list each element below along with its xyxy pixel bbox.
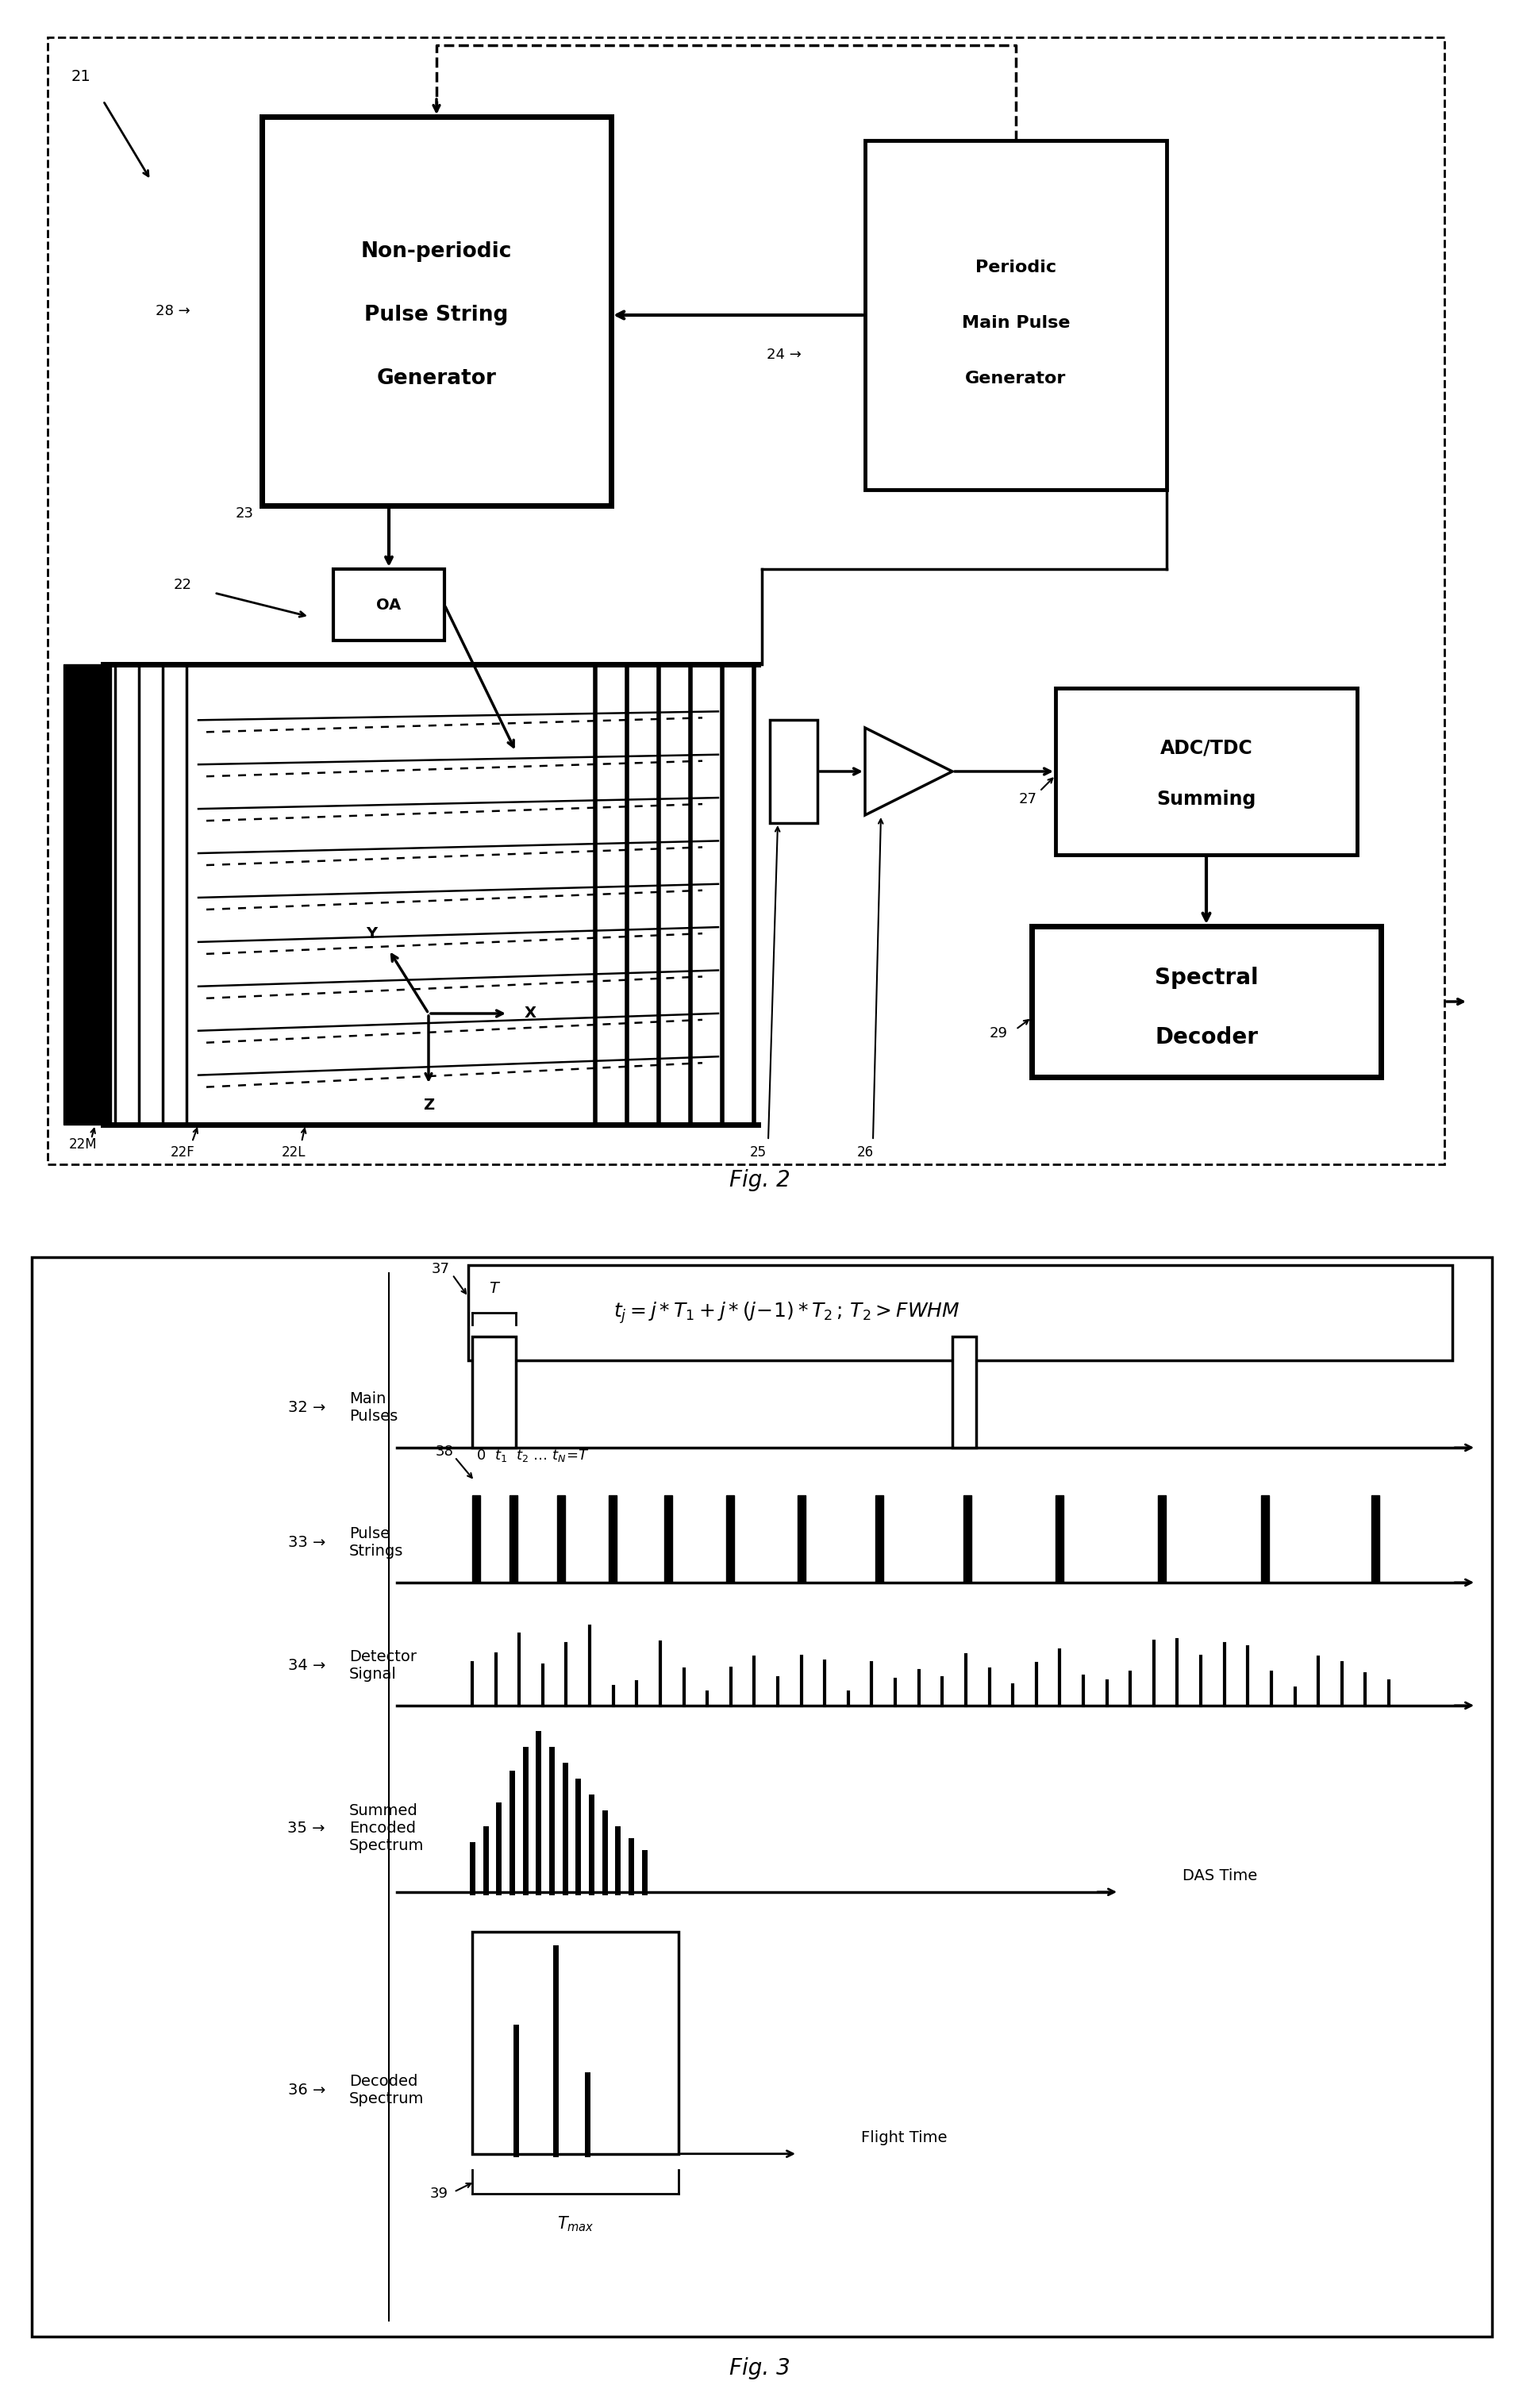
Text: T: T: [489, 1281, 498, 1296]
Text: 29: 29: [990, 1026, 1009, 1040]
Text: Non-periodic: Non-periodic: [362, 241, 512, 262]
Text: Summed
Encoded
Spectrum: Summed Encoded Spectrum: [349, 1804, 424, 1854]
Bar: [472, 1931, 679, 2153]
Bar: [472, 1495, 480, 1582]
Text: Main Pulse: Main Pulse: [962, 315, 1069, 330]
Text: 37: 37: [431, 1262, 450, 1276]
Text: Generator: Generator: [965, 371, 1066, 388]
Bar: [468, 1264, 1452, 1361]
Text: Decoded
Spectrum: Decoded Spectrum: [349, 2073, 424, 2107]
Text: Pulse String: Pulse String: [365, 306, 509, 325]
Bar: [726, 1495, 734, 1582]
Text: 27: 27: [1019, 792, 1037, 807]
Bar: [770, 720, 817, 824]
Bar: [797, 1495, 805, 1582]
Text: 39: 39: [430, 2186, 448, 2201]
Text: Generator: Generator: [377, 368, 497, 390]
Text: Main
Pulses: Main Pulses: [349, 1392, 398, 1423]
Text: $t_j = j*T_1 + j*(j\!-\!1)*T_2\,;\,T_2 > FWHM$: $t_j = j*T_1 + j*(j\!-\!1)*T_2\,;\,T_2 >…: [614, 1300, 960, 1324]
Bar: [664, 1495, 673, 1582]
Text: 33 →: 33 →: [287, 1536, 325, 1551]
Bar: [557, 1495, 565, 1582]
Text: OA: OA: [377, 597, 401, 612]
Bar: [64, 665, 111, 1125]
Text: 25: 25: [749, 1146, 766, 1161]
Text: ADC/TDC: ADC/TDC: [1161, 739, 1253, 756]
Bar: [1056, 1495, 1063, 1582]
Text: Summing: Summing: [1156, 790, 1256, 809]
Bar: [1031, 927, 1381, 1076]
Bar: [864, 140, 1167, 489]
Text: Decoder: Decoder: [1154, 1026, 1258, 1047]
Text: $0\ \ t_1\ \ t_2\ \ldots\ t_N\!=\!T$: $0\ \ t_1\ \ t_2\ \ldots\ t_N\!=\!T$: [475, 1447, 589, 1464]
Text: 21: 21: [71, 70, 91, 84]
Bar: [875, 1495, 884, 1582]
Bar: [261, 116, 611, 506]
Text: 35 →: 35 →: [287, 1820, 325, 1835]
Text: 22M: 22M: [70, 1137, 97, 1151]
Bar: [609, 1495, 617, 1582]
Text: 22: 22: [173, 578, 191, 592]
Bar: [333, 568, 445, 641]
Text: Periodic: Periodic: [975, 260, 1056, 275]
Bar: [1056, 689, 1356, 855]
Bar: [1157, 1495, 1167, 1582]
Text: 23: 23: [235, 506, 254, 520]
Bar: [509, 1495, 518, 1582]
Text: 36 →: 36 →: [287, 2083, 325, 2097]
Text: 28 →: 28 →: [156, 303, 190, 318]
Text: 26: 26: [857, 1146, 873, 1161]
Text: 32 →: 32 →: [287, 1401, 325, 1416]
Bar: [1372, 1495, 1379, 1582]
Text: Fig. 2: Fig. 2: [729, 1168, 790, 1192]
Text: 24 →: 24 →: [767, 347, 802, 361]
Text: 22F: 22F: [170, 1146, 194, 1161]
Text: Z: Z: [422, 1098, 434, 1112]
Text: Y: Y: [366, 927, 377, 942]
Bar: [1261, 1495, 1268, 1582]
Text: Flight Time: Flight Time: [861, 2131, 948, 2146]
Bar: [472, 1336, 516, 1447]
Text: Pulse
Strings: Pulse Strings: [349, 1527, 404, 1558]
Bar: [963, 1495, 971, 1582]
Text: $T_{max}$: $T_{max}$: [557, 2215, 594, 2232]
Text: Spectral: Spectral: [1154, 966, 1258, 990]
Bar: [952, 1336, 977, 1447]
Text: 38: 38: [436, 1445, 454, 1459]
Text: 34 →: 34 →: [287, 1659, 325, 1674]
Text: X: X: [524, 1007, 536, 1021]
Text: DAS Time: DAS Time: [1182, 1869, 1258, 1883]
Text: Detector
Signal: Detector Signal: [349, 1649, 416, 1683]
Text: 22L: 22L: [281, 1146, 305, 1161]
Polygon shape: [864, 727, 952, 814]
Text: Fig. 3: Fig. 3: [729, 2357, 790, 2379]
